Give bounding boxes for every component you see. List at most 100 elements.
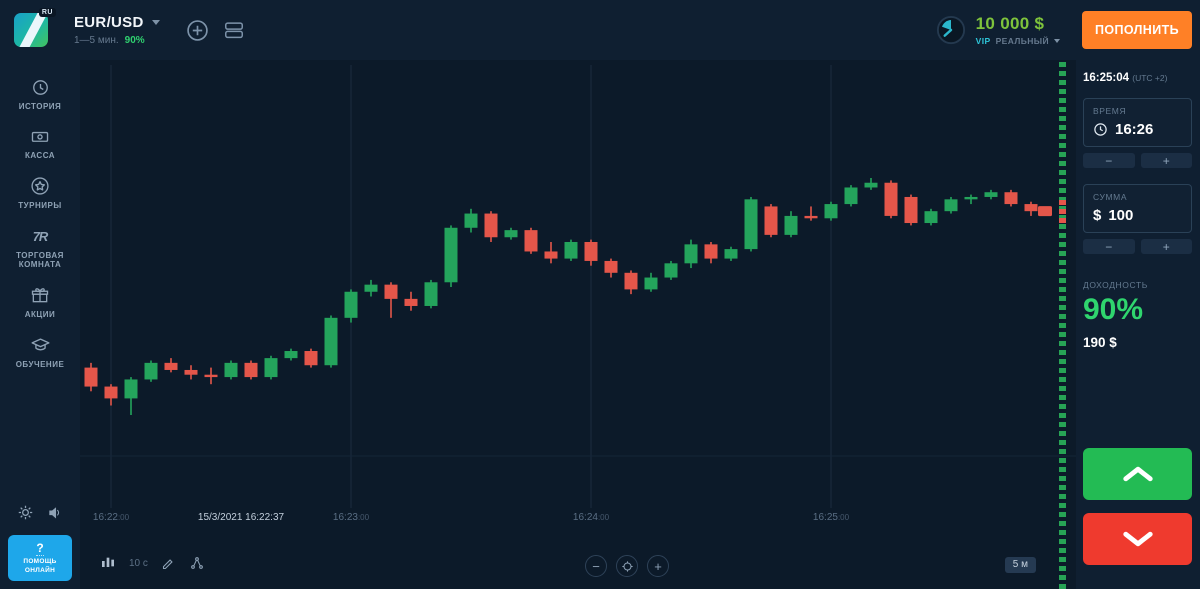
chevron-down-icon [151, 20, 160, 25]
chart-canvas[interactable]: 16:22:00 16:23:00 16:24:00 16:25:00 15/3/202… [80, 60, 1076, 589]
candle [484, 211, 498, 242]
current-price-strip-segment [1059, 200, 1066, 227]
candle [944, 196, 958, 214]
asset-selector[interactable]: EUR/USD 1—5 мин. 90% [74, 14, 160, 46]
gift-icon [31, 288, 49, 303]
utc-offset: (UTC +2) [1132, 73, 1168, 83]
candlestick-chart [80, 65, 1076, 508]
candle [364, 279, 378, 297]
drawing-tools-button[interactable] [161, 556, 176, 571]
put-down-button[interactable] [1083, 513, 1192, 565]
x-axis-label: 16:22:00 [92, 512, 130, 523]
candle [144, 360, 158, 382]
candles-icon [102, 557, 114, 567]
indicators-button[interactable] [189, 555, 205, 571]
graduation-cap-icon [31, 338, 49, 351]
zoom-in-button[interactable]: + [647, 555, 669, 577]
crosshair-button[interactable] [616, 555, 638, 577]
amount-value: 100 [1108, 207, 1134, 224]
time-increase-button[interactable]: + [1140, 153, 1192, 168]
candle [244, 360, 258, 380]
time-range-badge[interactable]: 5 м [1004, 557, 1036, 573]
candle [384, 282, 398, 318]
sidebar-item-trade-room[interactable]: 7R ТОРГОВАЯ КОМНАТА [2, 226, 78, 270]
amount-label: СУММА [1093, 192, 1128, 202]
candle [584, 239, 598, 266]
payout-percent: 90% [1083, 293, 1144, 326]
expiry-time-value: 16:26 [1115, 121, 1154, 138]
candle [724, 246, 738, 261]
candle [224, 360, 238, 380]
candle [924, 208, 938, 226]
deposit-button[interactable]: ПОПОЛНИТЬ [1082, 11, 1192, 49]
currency-symbol: $ [1093, 207, 1102, 224]
vip-badge: VIP [975, 36, 991, 46]
chevron-down-icon [1054, 39, 1060, 43]
crosshair-icon [621, 560, 633, 572]
candle [524, 227, 538, 254]
chevron-down-icon [1122, 531, 1153, 547]
candle [124, 377, 138, 415]
current-price-tag [1038, 206, 1052, 217]
asset-timeframe: 1—5 мин. [74, 35, 119, 46]
candle [424, 279, 438, 309]
chevron-up-icon [1122, 466, 1153, 482]
sidebar-item-promotions[interactable]: АКЦИИ [2, 285, 78, 319]
candle [884, 180, 898, 219]
balance-amount: 10 000 $ [975, 14, 1045, 33]
account-switcher[interactable]: 10 000 $ VIP РЕАЛЬНЫЙ [936, 14, 1060, 46]
time-label: ВРЕМЯ [1093, 106, 1127, 116]
candle [824, 201, 838, 221]
add-asset-button[interactable] [186, 19, 209, 42]
price-tick-strip [1059, 62, 1066, 589]
call-up-button[interactable] [1083, 448, 1192, 500]
sidebar-item-education[interactable]: ОБУЧЕНИЕ [2, 335, 78, 369]
candle [184, 365, 198, 380]
candle [804, 206, 818, 221]
candle [264, 355, 278, 380]
amount-box[interactable]: СУММА $ 100 [1083, 184, 1192, 233]
candle [564, 239, 578, 261]
candle [844, 185, 858, 207]
candle-interval-label[interactable]: 10 с [129, 557, 148, 569]
chart-toolbar: 10 с − + 5 м [80, 555, 1076, 579]
candle [604, 258, 618, 278]
app-logo[interactable]: RU [14, 8, 56, 49]
asset-payout: 90% [124, 35, 145, 46]
sidebar-item-tournaments[interactable]: ТУРНИРЫ [2, 176, 78, 210]
time-decrease-button[interactable]: − [1083, 153, 1135, 168]
topbar: RU EUR/USD 1—5 мин. 90% [0, 0, 1200, 60]
help-online-button[interactable]: ? ПОМОЩЬ ОНЛАЙН [8, 535, 72, 581]
asset-name: EUR/USD [74, 14, 144, 31]
chart-layout-button[interactable] [223, 19, 245, 42]
trade-panel: 16:25:04 (UTC +2) ВРЕМЯ 16:26 − + СУММА … [1076, 60, 1200, 589]
candle [324, 315, 338, 368]
zoom-out-button[interactable]: − [585, 555, 607, 577]
clock-icon [1094, 123, 1107, 136]
gear-icon [18, 505, 32, 520]
candle [344, 289, 358, 323]
sidebar-item-cashier[interactable]: КАССА [2, 127, 78, 160]
star-icon [31, 177, 49, 195]
history-clock-icon [32, 80, 48, 95]
sidebar-item-history[interactable]: ИСТОРИЯ [2, 78, 78, 111]
amount-decrease-button[interactable]: − [1083, 239, 1135, 254]
settings-button[interactable] [17, 504, 34, 521]
candle [444, 225, 458, 288]
time-box[interactable]: ВРЕМЯ 16:26 [1083, 98, 1192, 147]
chart-type-button[interactable] [100, 555, 116, 571]
candle [644, 272, 658, 292]
candle [864, 178, 878, 190]
logo-icon [14, 13, 48, 47]
candle [704, 241, 718, 264]
pencil-icon [162, 558, 173, 569]
amount-increase-button[interactable]: + [1140, 239, 1192, 254]
candle [544, 241, 558, 264]
banknote-icon [31, 131, 49, 142]
account-type: РЕАЛЬНЫЙ [995, 36, 1049, 46]
logo-region-badge: RU [38, 8, 56, 17]
candle [764, 204, 778, 238]
plus-circle-icon [186, 19, 208, 41]
sound-button[interactable] [47, 504, 64, 521]
